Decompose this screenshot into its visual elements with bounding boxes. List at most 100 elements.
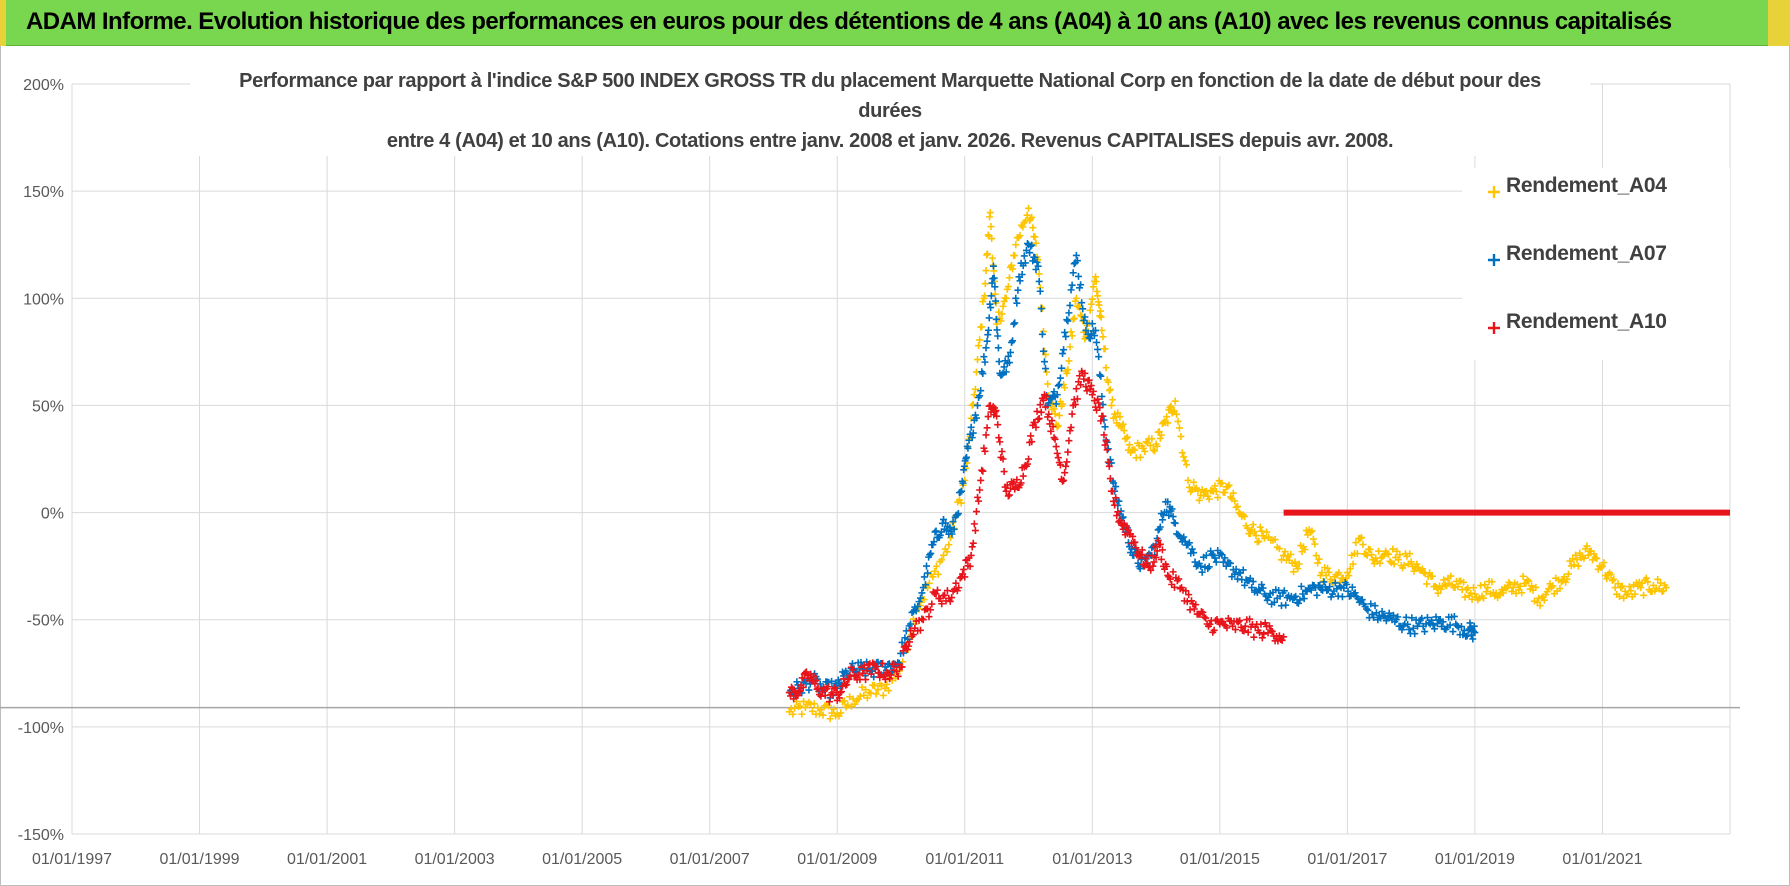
data-point: [1528, 582, 1536, 590]
data-point: [1405, 625, 1413, 633]
data-point: [1086, 306, 1094, 314]
data-point: [1165, 511, 1173, 519]
data-point: [848, 660, 856, 668]
chart-title-line-2: entre 4 (A04) et 10 ans (A10). Cotations…: [386, 130, 1394, 152]
data-point: [1488, 578, 1496, 586]
data-point: [1071, 297, 1079, 305]
data-point: [995, 358, 1003, 366]
data-point: [1428, 572, 1436, 580]
chart-title-line-1: Performance par rapport à l'indice S&P 5…: [239, 70, 1541, 122]
data-point: [940, 515, 948, 523]
data-point: [1061, 469, 1069, 477]
data-point: [1190, 549, 1198, 557]
data-point: [1421, 628, 1429, 636]
data-point: [980, 353, 988, 361]
data-point: [976, 392, 984, 400]
data-point: [936, 531, 944, 539]
data-point: [1580, 554, 1588, 562]
data-point: [1141, 447, 1149, 455]
data-point: [1066, 301, 1074, 309]
data-point: [1506, 581, 1514, 589]
data-point: [860, 691, 868, 699]
data-point: [1001, 294, 1009, 302]
data-point: [883, 668, 891, 676]
data-point: [893, 667, 901, 675]
data-point: [1315, 555, 1323, 563]
data-point: [1275, 545, 1283, 553]
data-point: [1109, 396, 1116, 404]
data-point: [1471, 629, 1479, 637]
data-point: [1055, 381, 1063, 389]
data-point: [1153, 547, 1161, 555]
legend-label-a04: Rendement_A04: [1506, 174, 1667, 197]
data-point: [1185, 539, 1193, 547]
data-point: [1056, 374, 1064, 382]
data-point: [1361, 602, 1369, 610]
legend-item-a10: Rendement_A10: [1488, 310, 1667, 334]
data-point: [1000, 297, 1008, 305]
data-point: [1243, 524, 1251, 532]
data-point: [1205, 495, 1213, 503]
data-point: [979, 370, 987, 378]
data-point: [1600, 559, 1608, 567]
data-point: [1101, 423, 1109, 431]
data-point: [926, 606, 934, 614]
data-point: [1404, 560, 1412, 568]
data-point: [1057, 364, 1065, 372]
data-point: [1212, 558, 1220, 566]
data-point: [970, 520, 978, 528]
data-point: [828, 709, 836, 717]
data-point: [1314, 559, 1322, 567]
data-point: [796, 702, 804, 710]
data-point: [1434, 589, 1442, 597]
data-point: [1211, 482, 1219, 490]
data-point: [898, 638, 906, 646]
data-point: [968, 434, 976, 442]
data-point: [1186, 606, 1194, 614]
data-point: [1059, 350, 1067, 358]
data-point: [1549, 582, 1557, 590]
data-point: [1523, 576, 1531, 584]
data-point: [1174, 417, 1182, 425]
data-point: [976, 486, 984, 494]
data-point: [1181, 457, 1189, 465]
data-point: [927, 549, 935, 557]
data-point: [1055, 411, 1063, 419]
data-point: [1536, 602, 1544, 610]
data-point: [1261, 619, 1269, 627]
data-point: [1657, 579, 1665, 587]
data-point: [933, 586, 941, 594]
data-point: [1008, 261, 1016, 269]
data-point: [1042, 403, 1050, 411]
data-point: [970, 391, 978, 399]
data-point: [1237, 623, 1245, 631]
data-point: [976, 336, 984, 344]
data-point: [1294, 599, 1302, 607]
data-point: [1540, 596, 1548, 604]
data-point: [1296, 596, 1304, 604]
data-point: [921, 581, 929, 589]
data-point: [941, 591, 949, 599]
data-point: [862, 686, 870, 694]
data-point: [1188, 545, 1196, 553]
data-point: [1067, 423, 1075, 431]
data-point: [932, 562, 940, 570]
data-point: [963, 453, 971, 461]
y-axis-ticks: -150% -100% -50% 0% 50% 100% 150% 200%: [18, 77, 64, 844]
data-point: [957, 499, 965, 507]
data-point: [843, 681, 851, 689]
data-point: [1625, 583, 1633, 591]
data-point: [918, 615, 926, 623]
x-tick-label: 01/01/2009: [797, 851, 877, 868]
data-point: [989, 262, 997, 270]
data-point: [1210, 626, 1218, 634]
data-point: [1043, 393, 1051, 401]
data-point: [983, 250, 991, 258]
data-point: [842, 667, 850, 675]
data-point: [959, 479, 967, 487]
data-point: [1399, 622, 1407, 630]
data-point: [1098, 326, 1106, 334]
data-point: [837, 688, 845, 696]
data-point: [1231, 497, 1239, 505]
